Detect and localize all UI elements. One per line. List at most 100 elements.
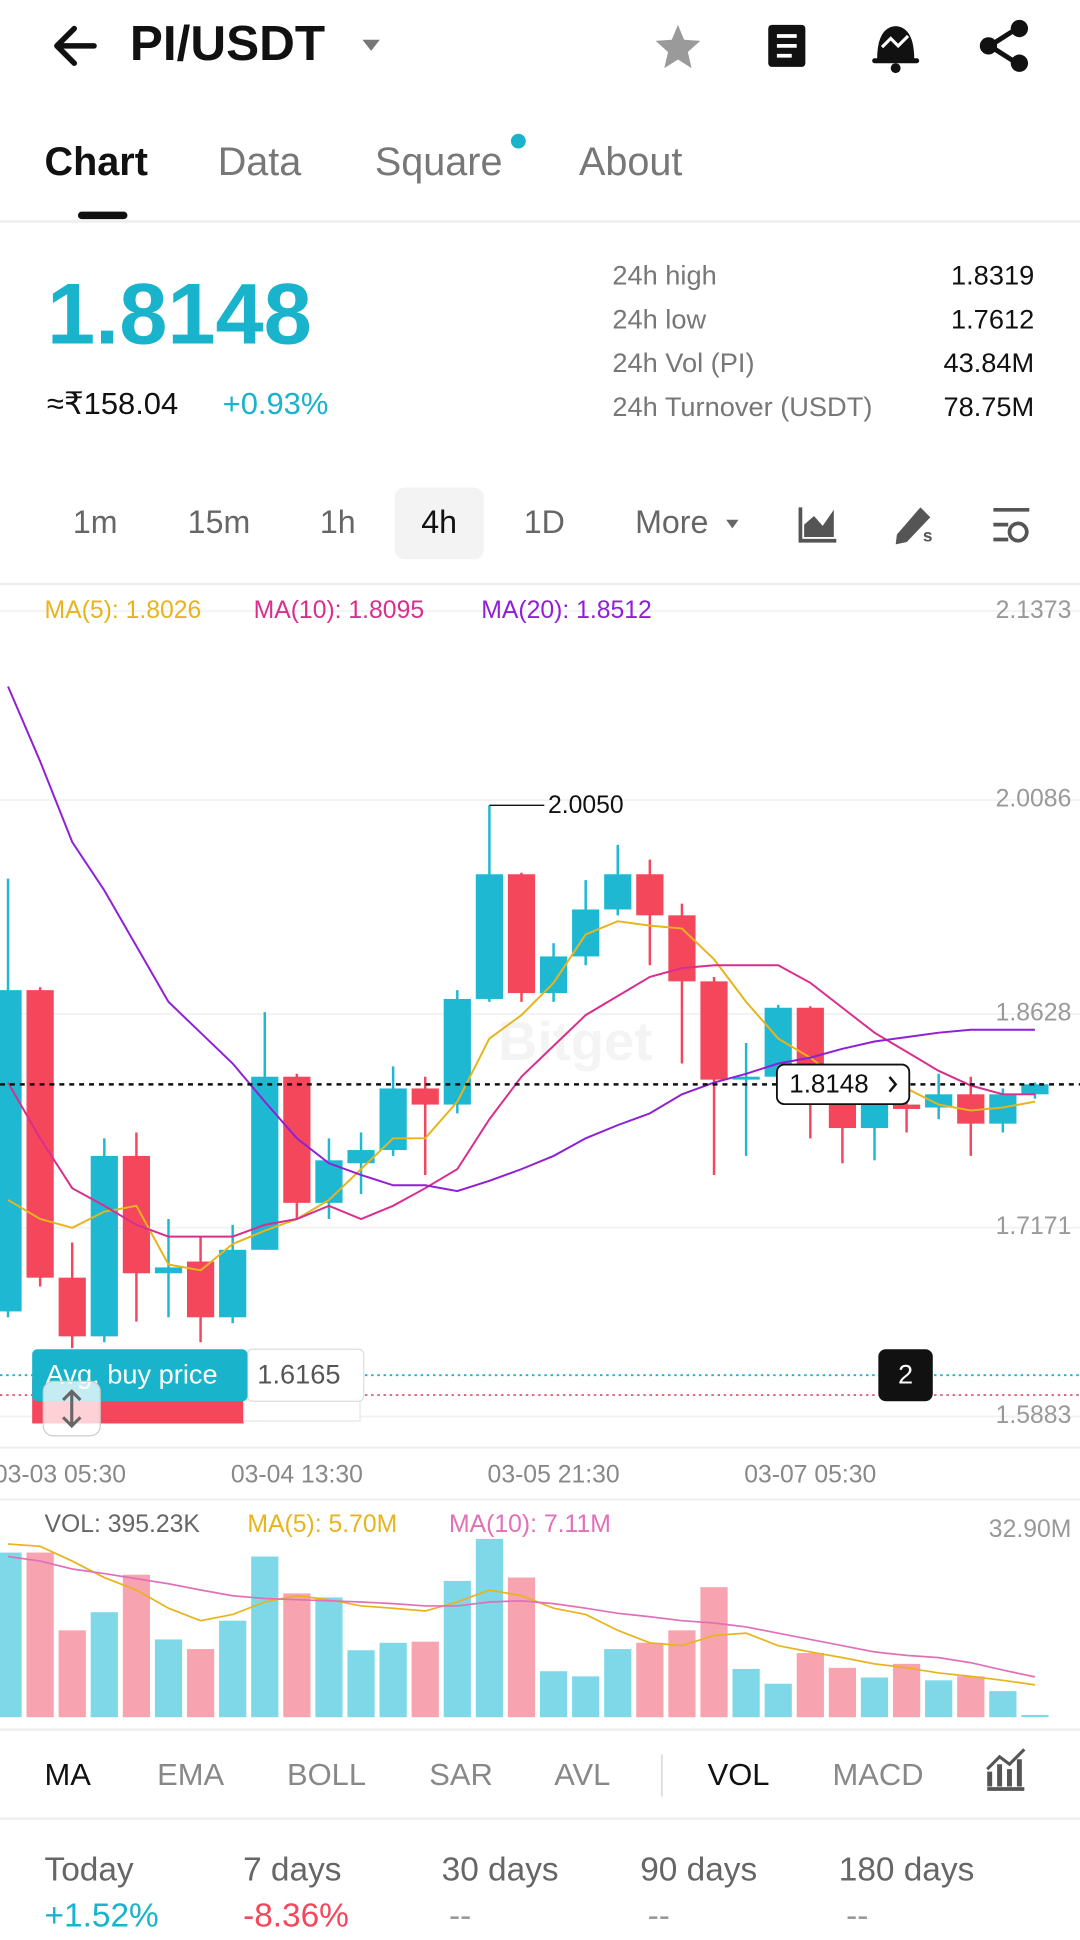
volume-bar [892,1663,921,1718]
y-tick-label: 2.1373 [996,597,1072,624]
volume-bar [700,1587,728,1718]
volume-bar [636,1642,664,1718]
candle-body [925,1094,953,1108]
active-tab-indicator [77,211,128,220]
last-price-label[interactable]: 1.8148 [789,1068,868,1098]
volume-bar [0,1552,22,1718]
interval[interactable]: 1D [524,504,565,540]
notification-dot [510,133,526,149]
volume-bar [58,1630,86,1718]
stat-label: 24h low [612,303,706,334]
back-button[interactable] [54,25,97,66]
tab[interactable]: About [579,140,682,184]
more-dropdown[interactable] [726,519,739,529]
stat-label: 24h Vol (PI) [612,347,754,378]
badge[interactable] [878,1349,933,1402]
volume-bar [989,1691,1017,1718]
last-price-tag[interactable] [775,1063,911,1106]
period-change: -- [648,1897,670,1934]
tab[interactable]: Square [375,140,503,184]
settings-icon[interactable] [993,507,1030,543]
volume-bar [860,1677,889,1718]
candle-body [122,1155,151,1274]
svg-text:s: s [923,526,933,546]
last-price-arrow [888,1076,898,1093]
y-tick-label: 32.90M [989,1516,1072,1543]
indicator-tab[interactable]: MACD [833,1757,924,1792]
ma-line [7,964,1035,1238]
candle-body [604,874,632,910]
volume-bar [828,1667,857,1718]
draw-icon[interactable]: s [895,507,933,546]
badge-label[interactable]: 2 [898,1359,913,1390]
volume-bar [796,1653,824,1718]
candle-body [1021,1084,1049,1095]
y-tick-label: 2.0086 [996,786,1072,813]
favorite-icon[interactable] [655,24,701,69]
indicator-tab[interactable]: AVL [554,1757,610,1792]
volume-bar [539,1671,568,1718]
legend-entry: MA(5): 1.8026 [45,597,202,624]
tab[interactable]: Data [218,140,303,184]
period-change: -- [449,1897,471,1934]
interval[interactable]: 15m [188,504,251,540]
volume-bar [251,1556,279,1718]
legend-entry: MA(10): 1.8095 [254,597,424,624]
volume-bar [925,1680,953,1718]
alert-icon[interactable] [872,26,920,74]
interval[interactable]: 1h [320,504,356,540]
y-tick-label: 1.5883 [996,1402,1072,1429]
pair-dropdown[interactable] [362,39,380,51]
volume-bar [154,1639,183,1718]
volume-bar [379,1642,407,1718]
candle-body [636,874,664,916]
high-label: 2.0050 [548,792,624,819]
indicator-tab[interactable]: EMA [157,1757,224,1792]
candle-body [347,1150,375,1164]
indicator-tab[interactable]: VOL [708,1757,770,1792]
tab[interactable]: Chart [45,140,148,184]
drag-icon [61,1389,82,1429]
indicator-tab[interactable]: SAR [429,1757,493,1792]
volume-legend: VOL: 395.23K [45,1511,201,1538]
volume-bar [957,1676,985,1718]
period-label: 90 days [640,1852,757,1889]
candle-body [26,990,54,1278]
period-label: 30 days [442,1852,559,1889]
candle-body [732,1076,760,1080]
chart-type-icon[interactable] [798,507,837,543]
x-tick-label: 03-03 05:30 [0,1462,126,1489]
share-icon[interactable] [979,19,1029,72]
candle-body [860,1104,889,1129]
interval[interactable]: More [635,504,708,540]
fiat-price: ≈₹158.04 [47,386,178,421]
stat-value: 1.8319 [951,259,1034,290]
interval[interactable]: 1m [73,504,118,540]
period-label: Today [45,1852,134,1889]
x-tick-label: 03-07 05:30 [744,1462,876,1489]
volume-bar [26,1552,54,1718]
plot-area [0,686,1049,1349]
candle-body [892,1104,921,1109]
last-price: 1.8148 [47,266,312,362]
candle-body [411,1088,439,1105]
candle-body [507,874,536,994]
interval[interactable]: 4h [421,504,457,540]
indicator-tab[interactable]: BOLL [287,1757,366,1792]
orders-icon[interactable] [768,24,806,67]
indicator-settings-icon[interactable] [986,1748,1026,1791]
period-change: +1.52% [45,1897,159,1934]
y-tick-label: 1.7171 [996,1213,1072,1240]
candle-body [379,1088,407,1151]
volume-bar [1021,1714,1049,1718]
indicator-tab[interactable]: MA [45,1757,92,1792]
legend-entry: MA(10): 7.11M [449,1511,611,1538]
volume-bar [732,1668,760,1718]
pair-title[interactable]: PI/USDT [130,16,325,71]
active-interval-bg [394,487,484,560]
candle-body [0,990,22,1312]
volume-bar [572,1676,600,1718]
price-change: +0.93% [223,386,329,421]
